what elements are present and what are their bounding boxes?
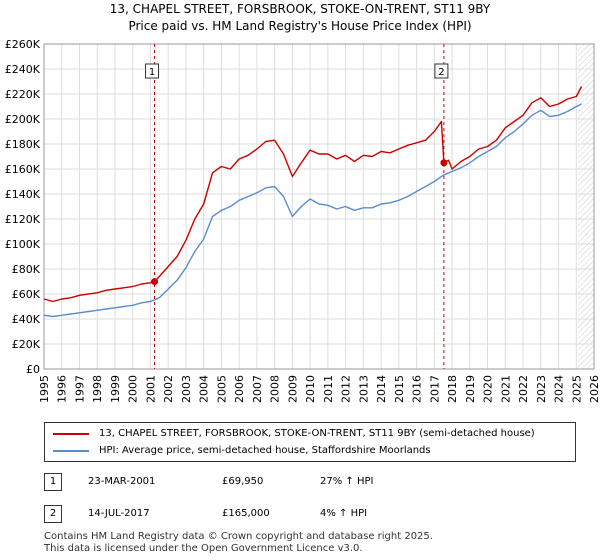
x-tick-label: 2018 (446, 375, 459, 403)
x-tick-label: 2003 (180, 375, 193, 403)
legend-swatch-property (53, 433, 89, 435)
plot-frame (43, 43, 595, 370)
x-tick-label: 2008 (269, 375, 282, 403)
y-tick-label: £200K (5, 113, 41, 126)
x-tick-label: 2017 (428, 375, 441, 403)
y-tick-label: £120K (5, 213, 41, 226)
sale-marker-label: 1 (149, 67, 155, 78)
x-tick-label: 2023 (535, 375, 548, 403)
transaction-date: 23-MAR-2001 (88, 476, 156, 487)
y-tick-label: £80K (12, 263, 41, 276)
y-tick-label: £180K (5, 138, 41, 151)
chart-subtitle: Price paid vs. HM Land Registry's House … (128, 19, 472, 33)
y-tick-label: £20K (12, 338, 41, 351)
transaction-number-badge: 2 (44, 505, 62, 523)
hpi-line (43, 103, 582, 318)
x-tick-label: 2020 (482, 375, 495, 403)
legend-swatch-hpi (53, 450, 89, 452)
x-tick-label: 1997 (73, 375, 86, 403)
transaction-date: 14-JUL-2017 (88, 508, 150, 519)
x-tick-label: 2019 (464, 375, 477, 403)
transaction-price: £69,950 (222, 476, 264, 487)
chart-title: 13, CHAPEL STREET, FORSBROOK, STOKE-ON-T… (109, 2, 491, 16)
property-price-line (43, 86, 583, 303)
x-tick-label: 2005 (215, 375, 228, 403)
legend-label-property: 13, CHAPEL STREET, FORSBROOK, STOKE-ON-T… (99, 428, 535, 439)
sale-marker-box (434, 63, 449, 79)
x-tick-label: 1999 (109, 375, 122, 403)
y-tick-label: £100K (5, 238, 41, 251)
x-tick-label: 2002 (162, 375, 175, 403)
x-tick-label: 2000 (127, 375, 140, 403)
x-tick-label: 2001 (144, 375, 157, 403)
x-tick-label: 2013 (357, 375, 370, 403)
transaction-price: £165,000 (222, 508, 270, 519)
legend: 13, CHAPEL STREET, FORSBROOK, STOKE-ON-T… (44, 422, 576, 462)
sale-marker-label: 2 (438, 67, 444, 78)
y-tick-label: £160K (5, 163, 41, 176)
x-tick-label: 2021 (499, 375, 512, 403)
x-tick-label: 2024 (553, 375, 566, 403)
x-tick-label: 2025 (570, 375, 583, 403)
y-tick-label: £0 (26, 363, 40, 376)
plot-background (44, 44, 594, 369)
legend-label-hpi: HPI: Average price, semi-detached house,… (99, 445, 431, 456)
chart-plot: £0 £20K £40K £60K £80K £100K £120K £140K £160K £1… (5, 38, 600, 403)
transaction-number-badge: 1 (44, 473, 62, 491)
x-tick-label: 1998 (91, 375, 104, 403)
y-tick-label: £240K (5, 63, 41, 76)
x-tick-label: 1996 (56, 375, 69, 403)
footer-license: This data is licensed under the Open Gov… (44, 543, 363, 554)
y-tick-label: £40K (12, 313, 41, 326)
forecast-hatch-region (577, 44, 594, 369)
x-tick-label: 2014 (375, 375, 388, 403)
y-tick-label: £220K (5, 88, 41, 101)
y-tick-label: £60K (12, 288, 41, 301)
x-tick-label: 2010 (304, 375, 317, 403)
x-tick-label: 2011 (322, 375, 335, 403)
sale-marker-box (145, 63, 160, 79)
x-tick-label: 2026 (588, 375, 600, 403)
x-tick-label: 2007 (251, 375, 264, 403)
x-tick-label: 2016 (411, 375, 424, 403)
x-tick-label: 2004 (198, 375, 211, 403)
transaction-hpi-delta: 4% ↑ HPI (320, 508, 368, 519)
transaction-hpi-delta: 27% ↑ HPI (320, 476, 374, 487)
x-tick-label: 1995 (38, 375, 51, 403)
x-tick-label: 2015 (393, 375, 406, 403)
x-tick-label: 2022 (517, 375, 530, 403)
sale-point (151, 278, 159, 286)
x-tick-label: 2012 (340, 375, 353, 403)
x-tick-label: 2009 (286, 375, 299, 403)
footer-copyright: Contains HM Land Registry data © Crown c… (44, 531, 433, 542)
sale-point (440, 159, 448, 167)
y-tick-label: £140K (5, 188, 41, 201)
x-tick-label: 2006 (233, 375, 246, 403)
y-tick-label: £260K (5, 38, 41, 51)
